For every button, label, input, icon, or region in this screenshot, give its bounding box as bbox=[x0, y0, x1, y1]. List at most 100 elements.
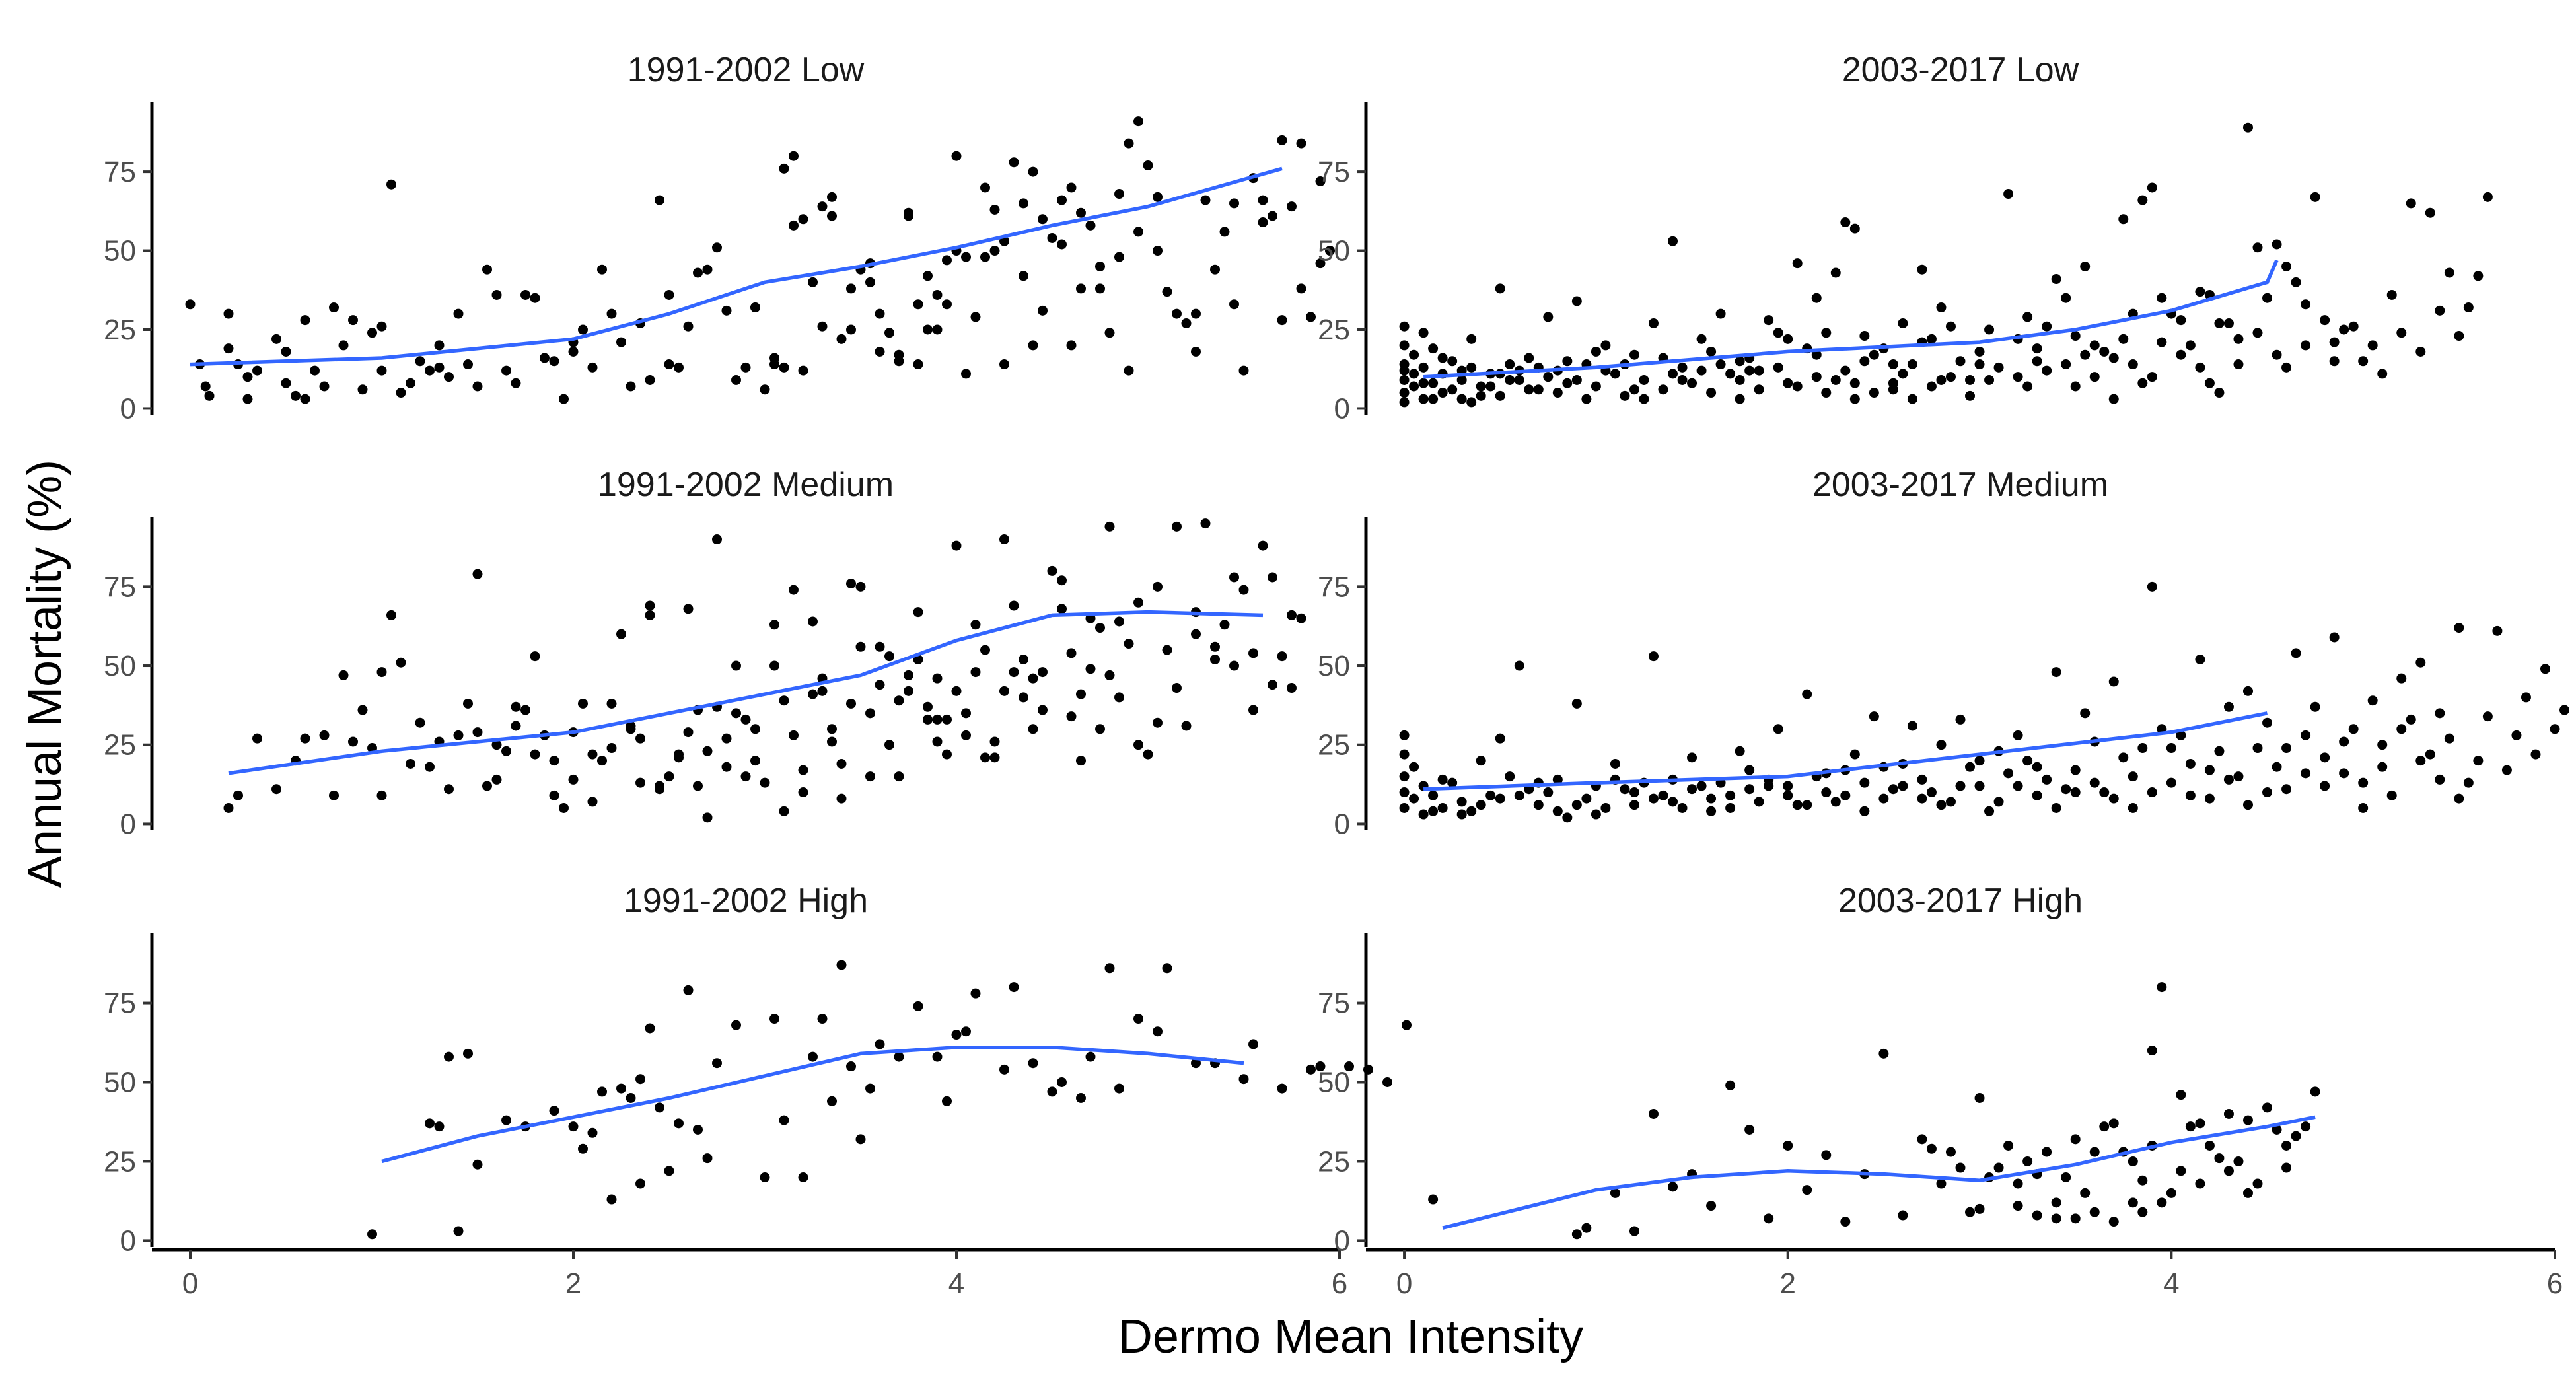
y-tick-label: 75 bbox=[104, 987, 136, 1020]
data-point bbox=[1783, 1140, 1793, 1151]
data-point bbox=[875, 346, 885, 357]
data-point bbox=[1620, 784, 1630, 795]
data-point bbox=[2032, 762, 2042, 772]
data-point bbox=[2301, 299, 2311, 310]
data-point bbox=[2013, 372, 2023, 382]
data-point bbox=[702, 264, 713, 275]
data-point bbox=[2118, 214, 2129, 225]
data-point bbox=[1418, 378, 1429, 388]
data-point bbox=[1210, 641, 1220, 652]
data-point bbox=[2530, 749, 2541, 760]
data-point bbox=[2042, 365, 2052, 376]
data-point bbox=[2377, 369, 2388, 379]
data-point bbox=[1993, 797, 2004, 807]
y-tick-label: 25 bbox=[104, 729, 136, 762]
data-point bbox=[2195, 1118, 2205, 1129]
data-point bbox=[980, 182, 990, 193]
data-point bbox=[1629, 1226, 1639, 1236]
data-point bbox=[511, 378, 521, 388]
data-point bbox=[1955, 781, 1966, 791]
data-point bbox=[1399, 802, 1410, 813]
data-point bbox=[942, 749, 952, 760]
data-point bbox=[1725, 790, 1736, 800]
data-point bbox=[1571, 800, 1582, 810]
data-point bbox=[1085, 664, 1096, 674]
data-point bbox=[1936, 800, 1947, 810]
data-point bbox=[2195, 287, 2205, 297]
data-point bbox=[1038, 667, 1048, 678]
data-point bbox=[1955, 1162, 1966, 1173]
data-point bbox=[664, 771, 674, 782]
data-point bbox=[2185, 340, 2196, 351]
data-point bbox=[2550, 724, 2560, 734]
data-point bbox=[1133, 227, 1143, 237]
data-point bbox=[683, 604, 694, 614]
panel-title: 2003-2017 Low bbox=[1842, 51, 2079, 89]
data-point bbox=[1402, 1020, 1412, 1030]
data-point bbox=[2454, 623, 2464, 633]
data-point bbox=[2473, 756, 2484, 766]
data-point bbox=[932, 289, 943, 300]
data-point bbox=[970, 620, 981, 630]
data-point bbox=[1076, 283, 1086, 294]
data-point bbox=[2147, 787, 2157, 798]
data-point bbox=[1191, 1058, 1201, 1069]
data-point bbox=[635, 733, 645, 744]
data-point bbox=[1277, 1083, 1287, 1094]
data-point bbox=[1057, 195, 1067, 205]
data-point bbox=[2061, 1172, 2071, 1182]
facet-panel: 2003-2017 Low 0 25 50 75 bbox=[1318, 51, 2493, 425]
data-point bbox=[2195, 1178, 2205, 1189]
data-point bbox=[875, 641, 885, 652]
data-point bbox=[2339, 736, 2349, 747]
data-point bbox=[425, 762, 435, 772]
data-point bbox=[1744, 784, 1755, 795]
data-point bbox=[769, 1014, 779, 1024]
y-tick-label: 0 bbox=[1334, 392, 1350, 425]
data-point bbox=[721, 733, 732, 744]
data-point bbox=[664, 1166, 674, 1176]
data-point bbox=[1849, 394, 1860, 404]
data-point bbox=[1057, 604, 1067, 614]
data-point bbox=[2022, 312, 2033, 322]
data-point bbox=[2320, 315, 2330, 326]
data-point bbox=[779, 1115, 789, 1125]
data-point bbox=[2281, 1140, 2292, 1151]
data-point bbox=[1706, 793, 1717, 804]
x-tick-label: 2 bbox=[565, 1267, 581, 1300]
data-point bbox=[357, 705, 368, 715]
data-point bbox=[1543, 372, 1554, 382]
data-point bbox=[789, 151, 799, 161]
data-point bbox=[2108, 353, 2119, 363]
data-point bbox=[2070, 1134, 2081, 1145]
data-point bbox=[2301, 340, 2311, 351]
data-point bbox=[1821, 1150, 1832, 1160]
data-point bbox=[712, 1058, 722, 1069]
data-point bbox=[549, 756, 559, 766]
data-point bbox=[2032, 356, 2042, 367]
data-point bbox=[1057, 239, 1067, 250]
data-point bbox=[1153, 581, 1163, 592]
data-point bbox=[655, 195, 664, 205]
data-point bbox=[894, 1051, 904, 1062]
data-point bbox=[1085, 220, 1096, 231]
data-point bbox=[1955, 714, 1966, 725]
panel-title: 1991-2002 Low bbox=[627, 51, 865, 89]
data-point bbox=[2204, 793, 2215, 804]
data-point bbox=[434, 340, 445, 351]
data-point bbox=[2435, 774, 2445, 785]
data-point bbox=[386, 610, 396, 620]
data-point bbox=[855, 641, 866, 652]
data-point bbox=[664, 359, 674, 370]
data-point bbox=[865, 1083, 875, 1094]
data-point bbox=[1418, 394, 1429, 404]
data-point bbox=[942, 299, 952, 310]
data-point bbox=[1917, 793, 1927, 804]
data-point bbox=[300, 315, 310, 326]
data-point bbox=[1028, 1058, 1038, 1069]
data-point bbox=[1191, 308, 1201, 319]
data-point bbox=[1600, 802, 1611, 813]
data-point bbox=[1811, 372, 1822, 382]
data-point bbox=[1104, 328, 1115, 338]
data-point bbox=[1524, 384, 1534, 395]
